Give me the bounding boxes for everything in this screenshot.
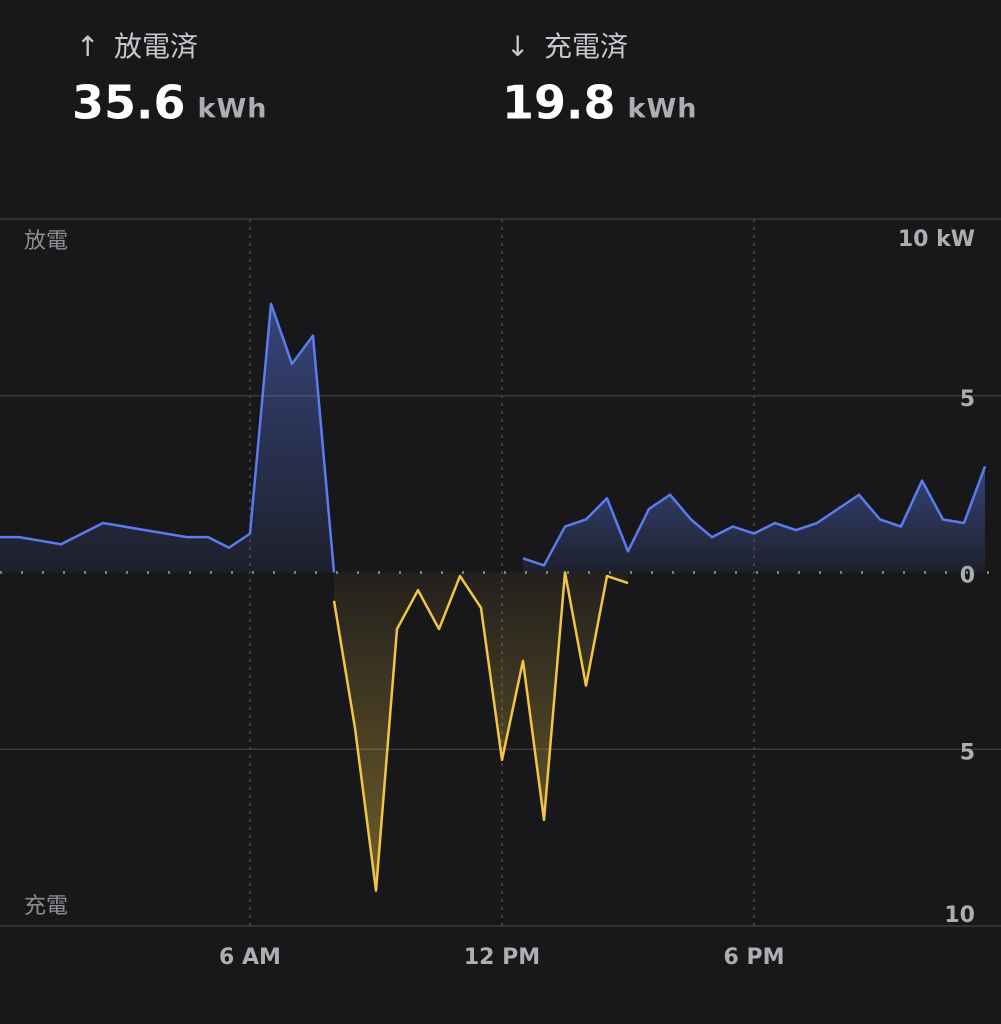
- x-tick-label: 6 PM: [724, 945, 785, 970]
- series-label: 放電: [24, 229, 68, 254]
- summary-arrow: ↓: [506, 30, 529, 63]
- summary-arrow: ↑: [76, 30, 99, 63]
- series-line: [332, 571, 629, 892]
- y-tick-label: 10: [944, 903, 975, 928]
- summary-label: 放電済: [114, 30, 198, 63]
- y-tick-label: 10 kW: [898, 227, 975, 252]
- x-tick-label: 6 AM: [219, 945, 281, 970]
- summary-unit: kWh: [198, 94, 268, 125]
- series-label: 充電: [24, 894, 68, 919]
- area-fill: [523, 466, 985, 573]
- series-line: [522, 466, 987, 567]
- y-tick-label: 5: [960, 387, 975, 412]
- series-line: [0, 302, 336, 573]
- summary-unit: kWh: [628, 94, 698, 125]
- summary-value: 19.8: [502, 76, 616, 130]
- x-tick-label: 12 PM: [464, 945, 540, 970]
- area-fill: [0, 303, 334, 573]
- area-fill: [334, 572, 628, 891]
- y-tick-label: 5: [960, 740, 975, 765]
- summary-value: 35.6: [72, 76, 186, 130]
- summary-label: 充電済: [544, 30, 628, 63]
